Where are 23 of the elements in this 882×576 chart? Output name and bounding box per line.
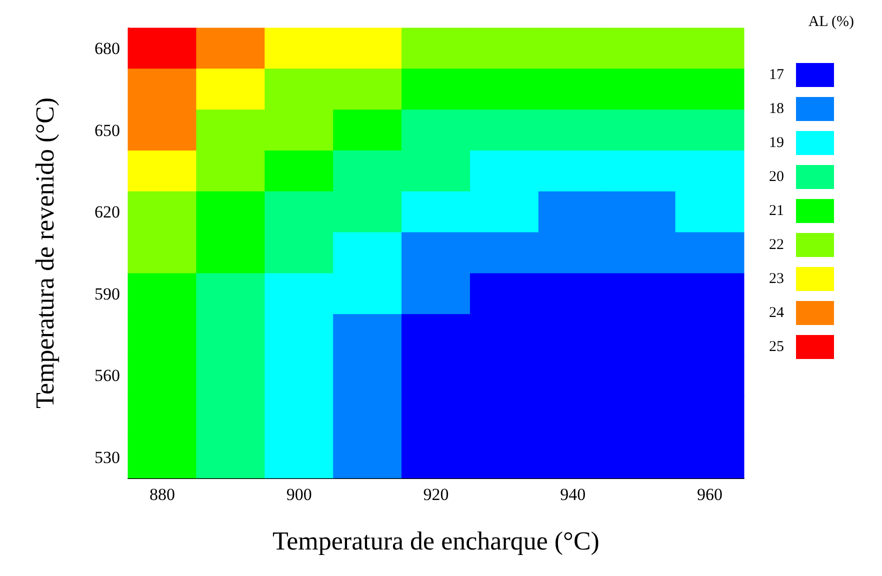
color-bar-label: 18 [769, 101, 784, 117]
x-tick-label: 920 [423, 485, 449, 504]
color-bar-label: 22 [769, 237, 784, 253]
x-axis-title: Temperatura de encharque (°C) [272, 526, 600, 556]
y-tick-label: 530 [94, 448, 120, 468]
y-tick-label: 560 [94, 366, 120, 386]
color-bar-label: 21 [769, 203, 784, 219]
y-tick-label: 680 [94, 38, 120, 58]
color-bar-label: 17 [769, 67, 784, 83]
y-axis-title: Temperatura de revenido (°C) [30, 97, 60, 409]
y-tick-label: 590 [94, 284, 120, 304]
color-bar-label: 24 [769, 305, 784, 321]
y-tick-label: 650 [94, 120, 120, 140]
color-bar-label: 25 [769, 339, 784, 355]
y-tick-label: 620 [94, 202, 120, 222]
x-tick-label: 880 [149, 485, 175, 504]
x-tick-label: 940 [560, 485, 586, 504]
color-bar-title: AL (%) [808, 14, 854, 31]
color-bar-label: 19 [769, 135, 784, 151]
x-tick-label: 900 [286, 485, 312, 504]
color-bar-label: 23 [769, 271, 784, 287]
color-bar-label: 20 [769, 169, 784, 185]
x-tick-label: 960 [697, 485, 723, 504]
